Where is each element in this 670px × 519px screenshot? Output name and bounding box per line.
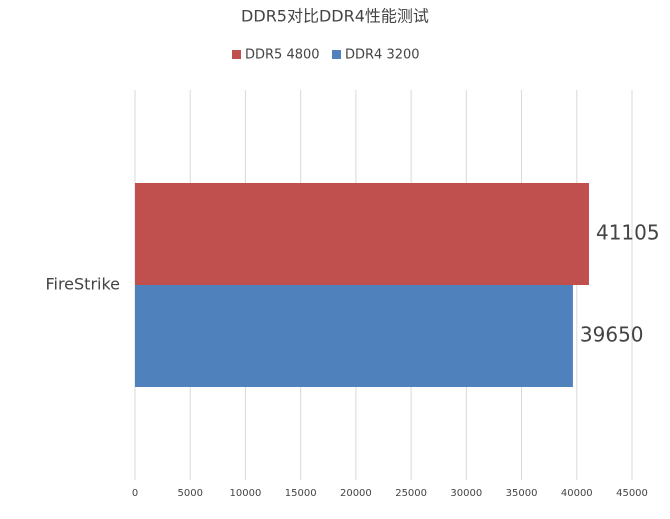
x-tick-label: 20000	[340, 488, 372, 499]
legend-label: DDR5 4800	[245, 48, 320, 63]
legend-swatch	[332, 50, 341, 59]
data-label: 39650	[580, 323, 644, 347]
x-tick-label: 15000	[285, 488, 317, 499]
bar	[135, 183, 589, 285]
bar	[135, 285, 573, 387]
x-tick-label: 40000	[561, 488, 593, 499]
x-tick-label: 45000	[616, 488, 648, 499]
x-tick-label: 5000	[177, 488, 202, 499]
x-tick-label: 10000	[230, 488, 262, 499]
chart-title: DDR5对比DDR4性能测试	[241, 7, 429, 26]
x-tick-label: 0	[132, 488, 138, 499]
legend-swatch	[232, 50, 241, 59]
x-tick-label: 35000	[506, 488, 538, 499]
y-tick-label: FireStrike	[45, 275, 120, 294]
legend: DDR5 4800 DDR4 3200	[232, 48, 420, 63]
data-label: 41105	[596, 221, 660, 245]
x-tick-label: 25000	[395, 488, 427, 499]
legend-label: DDR4 3200	[345, 48, 420, 63]
x-tick-label: 30000	[450, 488, 482, 499]
